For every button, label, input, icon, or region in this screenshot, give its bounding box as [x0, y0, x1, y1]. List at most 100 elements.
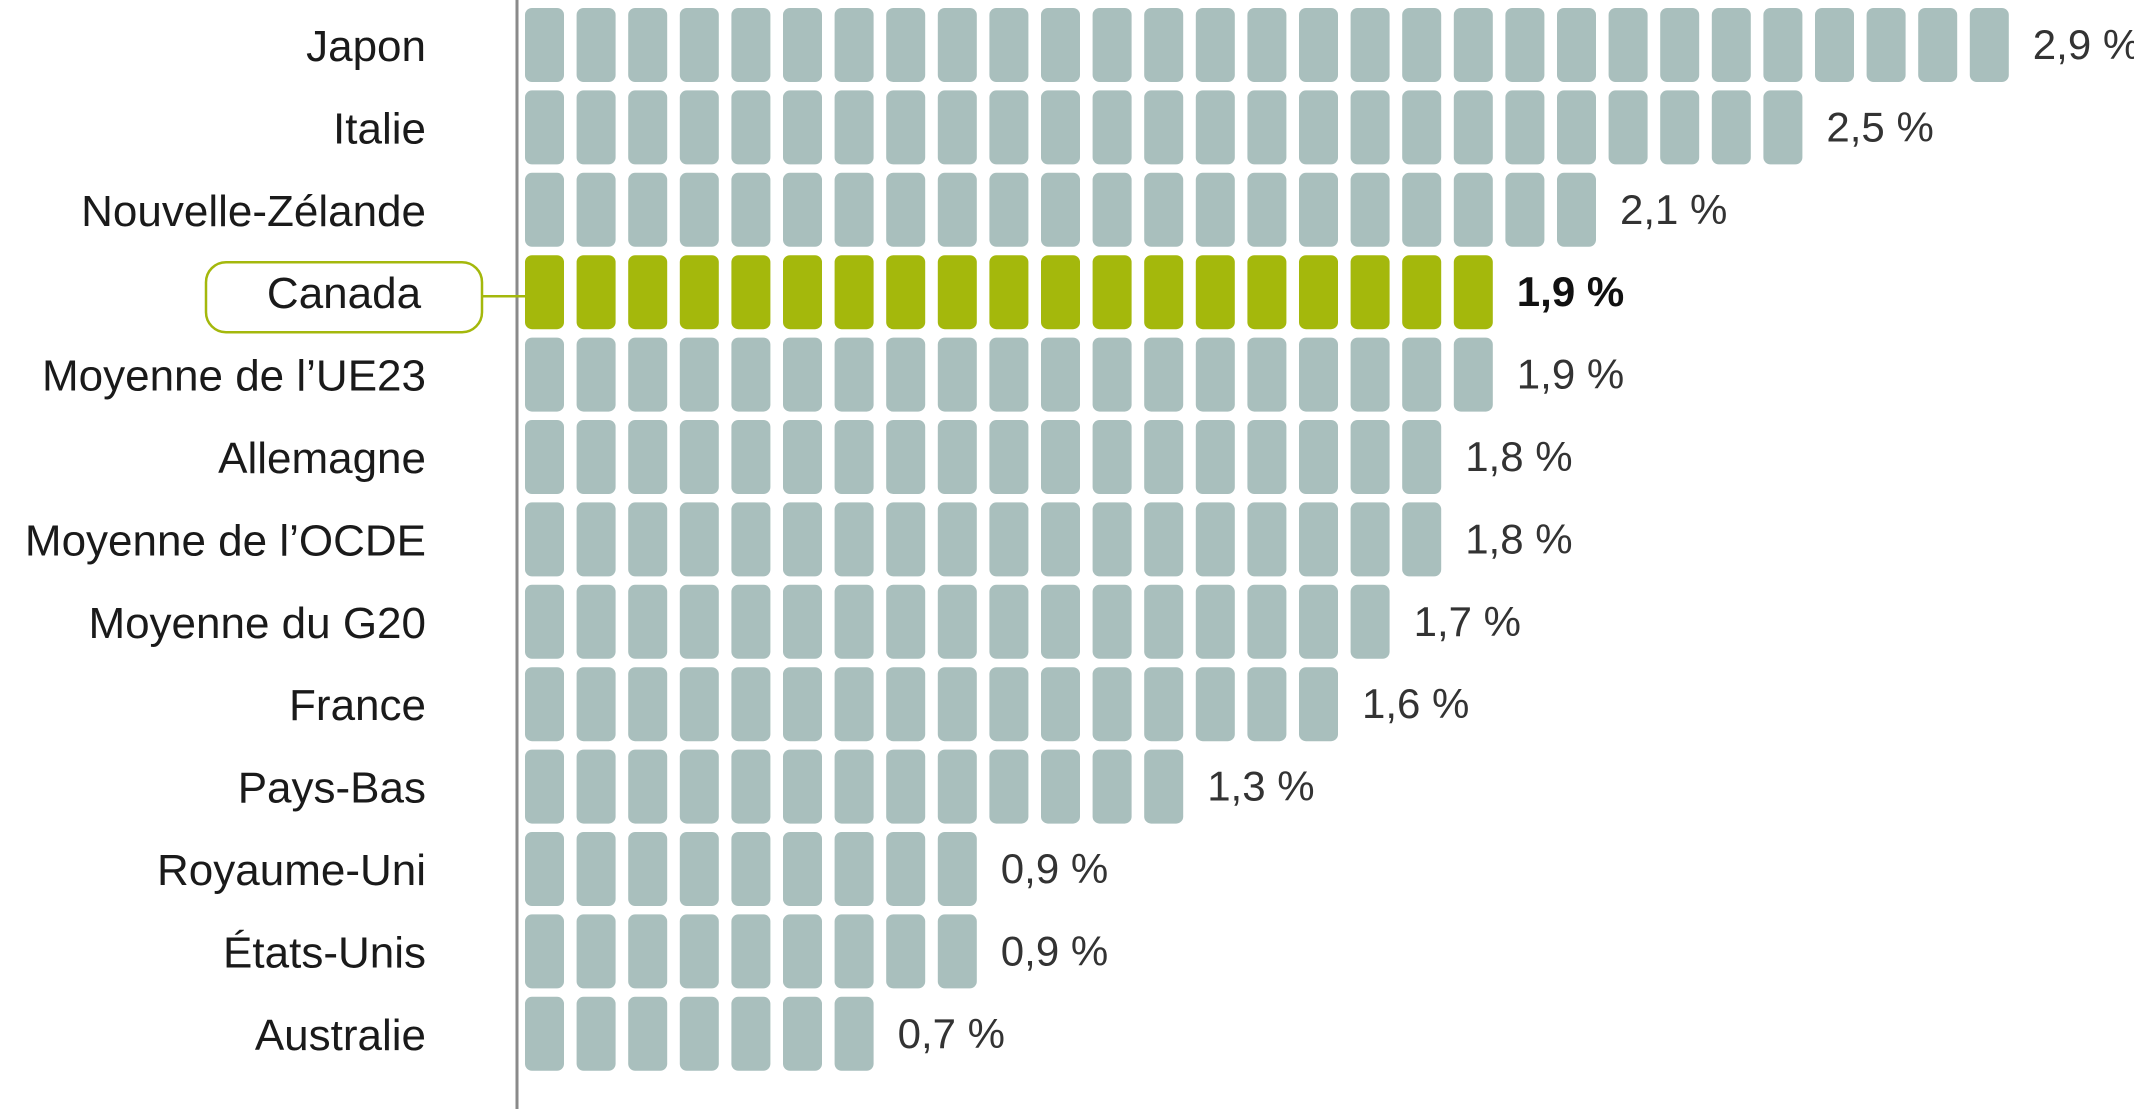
bar-block-italie-3	[628, 90, 668, 165]
bar-block-france-4	[679, 667, 719, 742]
bar-block-japon-26	[1815, 8, 1854, 82]
bar-block-royaume-uni-8	[886, 832, 926, 906]
category-label-canada: Canada	[267, 269, 422, 318]
bar-block-moyenne-de-l-ocde-3	[628, 502, 668, 577]
bar-block-canada-4	[679, 255, 719, 330]
bar-block-allemagne-6	[783, 420, 822, 494]
bar-block-canada-7	[834, 255, 874, 330]
bar-block-canada-17	[1350, 255, 1390, 330]
bar-block-moyenne-du-g20-14	[1195, 584, 1235, 659]
bar-block-italie-12	[1092, 90, 1132, 165]
bar-block-japon-13	[1144, 8, 1184, 82]
bar-block-allemagne-9	[937, 420, 977, 494]
category-label-france: France	[289, 681, 426, 730]
bar-block-canada-18	[1402, 255, 1442, 330]
bar-block-france-5	[731, 667, 771, 742]
bar-block-japon-2	[576, 8, 616, 82]
bar-block-allemagne-14	[1195, 420, 1235, 494]
category-label-pays-bas: Pays-Bas	[238, 764, 426, 813]
bar-block-moyenne-du-g20-7	[834, 584, 874, 659]
bar-block-royaume-uni-2	[576, 832, 616, 906]
bar-block-canada-13	[1144, 255, 1184, 330]
bar-block-nouvelle-zelande-16	[1299, 172, 1338, 247]
category-label-japon: Japon	[306, 22, 426, 71]
bar-block-nouvelle-zelande-19	[1453, 172, 1493, 247]
bar-block-japon-9	[937, 8, 977, 82]
bar-block-royaume-uni-1	[525, 832, 564, 906]
bar-block-moyenne-de-l-ue23-16	[1299, 337, 1338, 412]
bar-block-pays-bas-8	[886, 749, 926, 824]
bar-block-italie-7	[834, 90, 874, 165]
bar-block-nouvelle-zelande-1	[525, 172, 564, 247]
bar-block-moyenne-de-l-ue23-17	[1350, 337, 1390, 412]
bar-block-royaume-uni-6	[783, 832, 822, 906]
bar-block-pays-bas-10	[989, 749, 1029, 824]
bar-block-japon-19	[1453, 8, 1493, 82]
bar-block-moyenne-du-g20-8	[886, 584, 926, 659]
bar-block-italie-14	[1195, 90, 1235, 165]
bar-block-pays-bas-7	[834, 749, 874, 824]
bar-block-canada-14	[1195, 255, 1235, 330]
value-label-royaume-uni: 0,9 %	[1001, 845, 1108, 892]
bar-block-moyenne-de-l-ocde-4	[679, 502, 719, 577]
value-label-moyenne-de-l-ue23: 1,9 %	[1517, 351, 1624, 398]
bar-block-pays-bas-9	[937, 749, 977, 824]
value-label-moyenne-du-g20: 1,7 %	[1414, 598, 1521, 645]
bar-block-italie-1	[525, 90, 564, 165]
bar-block-canada-9	[937, 255, 977, 330]
bar-block-etats-unis-2	[576, 914, 616, 989]
bar-block-canada-16	[1299, 255, 1338, 330]
bar-block-moyenne-du-g20-6	[783, 584, 822, 659]
bar-block-italie-24	[1711, 90, 1751, 165]
bar-block-royaume-uni-4	[679, 832, 719, 906]
bar-block-etats-unis-7	[834, 914, 874, 989]
bar-block-canada-3	[628, 255, 668, 330]
bar-block-australie-3	[628, 996, 668, 1071]
bar-block-allemagne-18	[1402, 420, 1442, 494]
value-label-allemagne: 1,8 %	[1465, 433, 1572, 480]
bar-block-pays-bas-3	[628, 749, 668, 824]
bar-block-moyenne-du-g20-13	[1144, 584, 1184, 659]
bar-block-nouvelle-zelande-9	[937, 172, 977, 247]
bar-block-canada-10	[989, 255, 1029, 330]
bar-block-moyenne-du-g20-9	[937, 584, 977, 659]
bar-block-moyenne-du-g20-17	[1350, 584, 1390, 659]
bar-block-canada-6	[783, 255, 822, 330]
category-label-allemagne: Allemagne	[218, 434, 426, 483]
category-label-italie: Italie	[333, 104, 426, 153]
bar-block-japon-17	[1350, 8, 1390, 82]
bar-block-pays-bas-4	[679, 749, 719, 824]
bar-block-italie-18	[1402, 90, 1442, 165]
bar-block-moyenne-de-l-ue23-15	[1247, 337, 1287, 412]
bar-block-japon-14	[1195, 8, 1235, 82]
bar-block-royaume-uni-5	[731, 832, 771, 906]
bar-block-canada-8	[886, 255, 926, 330]
bar-block-nouvelle-zelande-13	[1144, 172, 1184, 247]
value-label-france: 1,6 %	[1362, 680, 1469, 727]
bar-block-allemagne-13	[1144, 420, 1184, 494]
bar-block-pays-bas-12	[1092, 749, 1132, 824]
bar-block-allemagne-2	[576, 420, 616, 494]
bar-block-france-13	[1144, 667, 1184, 742]
bar-block-canada-2	[576, 255, 616, 330]
category-label-moyenne-de-l-ocde: Moyenne de l’OCDE	[25, 516, 426, 565]
bar-block-etats-unis-6	[783, 914, 822, 989]
bar-block-italie-25	[1763, 90, 1803, 165]
bar-block-italie-2	[576, 90, 616, 165]
bar-block-italie-8	[886, 90, 926, 165]
bar-block-japon-3	[628, 8, 668, 82]
bar-block-allemagne-4	[679, 420, 719, 494]
bar-block-italie-19	[1453, 90, 1493, 165]
bar-block-pays-bas-6	[783, 749, 822, 824]
bar-block-moyenne-de-l-ue23-7	[834, 337, 874, 412]
bar-block-france-15	[1247, 667, 1287, 742]
bar-block-allemagne-8	[886, 420, 926, 494]
bar-block-moyenne-de-l-ue23-1	[525, 337, 564, 412]
bar-blocks	[525, 8, 2009, 1071]
value-label-japon: 2,9 %	[2033, 21, 2134, 68]
bar-block-japon-15	[1247, 8, 1287, 82]
value-label-canada: 1,9 %	[1517, 268, 1624, 315]
bar-block-japon-8	[886, 8, 926, 82]
